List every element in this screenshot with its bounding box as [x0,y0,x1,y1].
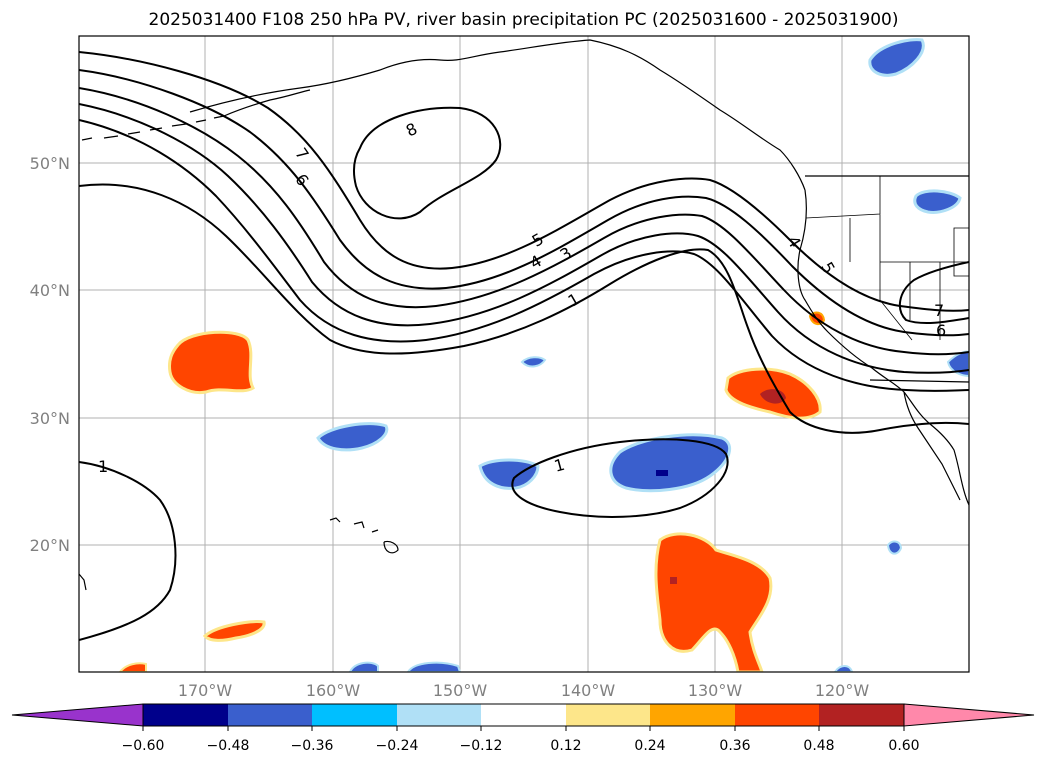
contour-pv-1-main [79,183,969,434]
colorbar-extend-low [11,703,144,727]
kamchatka-edge [79,573,87,591]
anomaly-negative-bottom-1 [348,661,379,672]
colorbar-bin-8 [735,704,819,726]
alaska-peninsula [223,89,311,117]
contour-pv-8 [352,106,502,220]
contour-pv-4 [79,103,969,374]
anomaly-negative-core [656,470,668,476]
anomaly-negative-bottom-2 [406,661,462,672]
colorbar-bin-9 [819,704,904,726]
contour-pv-1-west [79,461,177,641]
contour-label-1-subtropical: 1 [552,455,567,476]
lon-label-170w: 170°W [178,681,233,700]
anomaly-positive-south [654,532,773,672]
colorbar-bin-2 [228,704,312,726]
colorbar-label-7: 0.24 [634,738,665,754]
lon-label-150w: 150°W [433,681,488,700]
anomaly-negative-mid [478,458,540,490]
lat-label-30n: 30°N [30,409,70,428]
colorbar-label-1: −0.60 [122,738,165,754]
anomaly-positive-small-2 [118,662,147,672]
negative-anomaly-regions [316,38,969,672]
anomaly-negative-mexico [886,540,903,555]
coastlines [79,39,969,591]
contour-pv-1-subtropical [511,438,729,518]
colorbar-label-5: −0.12 [460,738,503,754]
contour-pv-east-ring [898,261,969,325]
colorbar-label-4: −0.24 [376,738,419,754]
positive-anomaly-regions [118,311,826,672]
lat-label-20n: 20°N [30,536,70,555]
map-title: 2025031400 F108 250 hPa PV, river basin … [148,10,899,30]
contour-pv-3 [79,119,969,392]
anomaly-positive-west [168,330,255,395]
anomaly-positive-small-1 [202,620,266,642]
anomaly-negative-canada [868,38,925,77]
lat-labels: 50°N 40°N 30°N 20°N [30,154,70,555]
colorbar-label-8: 0.36 [719,738,750,754]
anomaly-negative-small [520,356,547,368]
baja-california [903,391,961,501]
contour-pv-6 [79,69,969,337]
anomaly-negative-idaho [913,189,962,214]
lon-labels: 170°W 160°W 150°W 140°W 130°W 120°W [178,681,870,700]
colorbar: −0.60 −0.48 −0.36 −0.24 −0.12 0.12 0.24 … [11,703,1035,754]
colorbar-extend-high [903,703,1035,727]
lon-label-120w: 120°W [815,681,870,700]
colorbar-bin-6 [566,704,650,726]
colorbar-label-9: 0.48 [803,738,834,754]
plot-frame [78,35,970,673]
contour-label-7-east: 7 [934,301,944,320]
colorbar-bin-7 [650,704,735,726]
colorbar-ticks [142,726,905,731]
lon-label-160w: 160°W [306,681,361,700]
colorbar-bin-1 [143,704,228,726]
anomaly-positive-spot [670,577,677,584]
lon-label-140w: 140°W [561,681,616,700]
colorbar-frame [142,703,905,727]
hawaii [329,517,399,554]
lat-label-50n: 50°N [30,154,70,173]
colorbar-bin-5 [481,704,566,726]
colorbar-label-3: −0.36 [291,738,334,754]
colorbar-label-10: 0.60 [888,738,919,754]
us-west-coast [797,189,969,506]
lon-label-130w: 130°W [688,681,743,700]
contour-pv-5 [79,87,969,356]
anomaly-negative-central [609,433,732,493]
colorbar-label-6: 0.12 [550,738,581,754]
contour-label-1-west: 1 [98,457,108,476]
lat-label-40n: 40°N [30,281,70,300]
colorbar-bin-3 [312,704,397,726]
pv-contours [79,51,969,641]
anomaly-negative-west [316,422,389,452]
colorbar-label-2: −0.48 [207,738,250,754]
contour-pv-7 [79,51,969,312]
colorbar-bin-4 [397,704,481,726]
alaska-coast [189,39,806,191]
state-borders [805,176,969,341]
mexico-border [869,379,969,383]
contour-label-6-east: 6 [936,321,946,340]
